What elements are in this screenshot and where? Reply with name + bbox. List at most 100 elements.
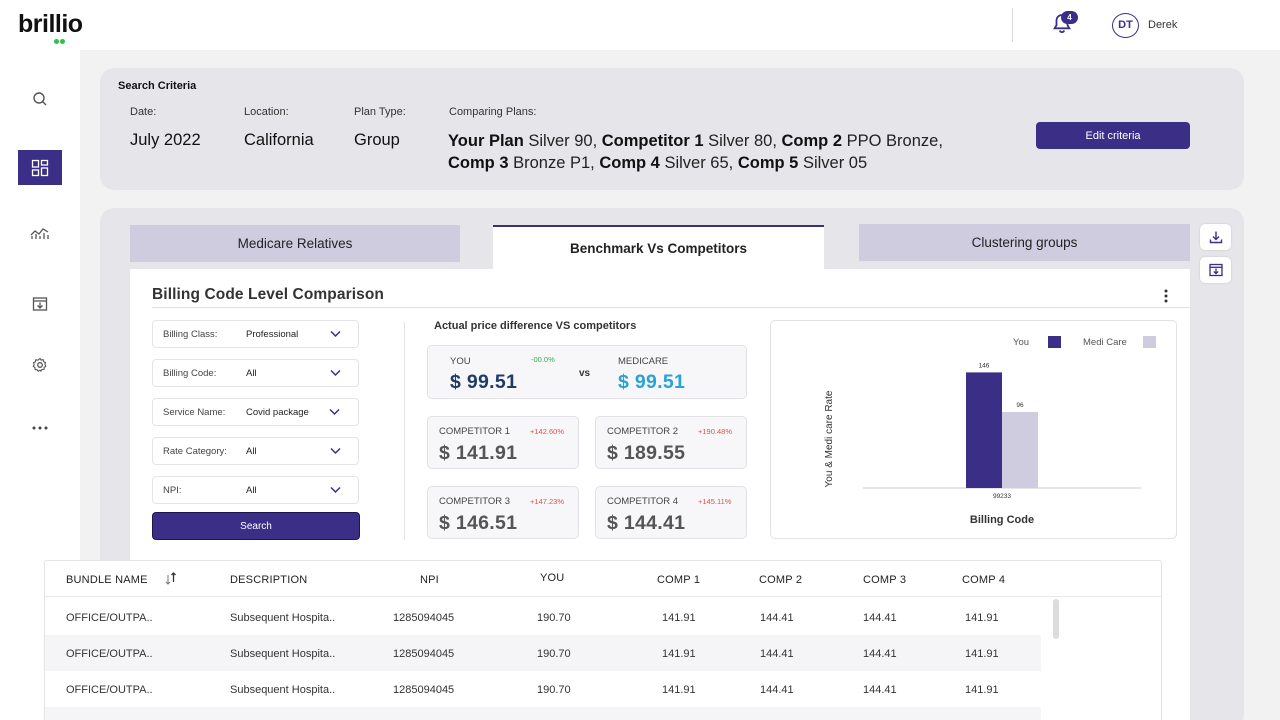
sort-icon[interactable] bbox=[165, 572, 177, 585]
you-price: $ 99.51 bbox=[450, 371, 518, 393]
medicare-price: $ 99.51 bbox=[618, 371, 686, 393]
download-button[interactable] bbox=[1200, 224, 1231, 250]
tab-medicare-relatives[interactable]: Medicare Relatives bbox=[130, 225, 460, 262]
table-row[interactable] bbox=[45, 707, 1041, 720]
vs-label: vs bbox=[579, 368, 591, 379]
cell-comp4: 141.91 bbox=[965, 612, 999, 624]
column-header[interactable]: YOU bbox=[540, 572, 565, 584]
date-label: Date: bbox=[130, 106, 157, 118]
date-value: July 2022 bbox=[130, 131, 201, 149]
service-name-select[interactable]: Service Name: Covid package bbox=[152, 398, 359, 426]
npi-select[interactable]: NPI: All bbox=[152, 476, 359, 504]
legend-swatch bbox=[1048, 336, 1061, 348]
sidebar-item-search[interactable] bbox=[18, 81, 62, 116]
cell-comp3: 144.41 bbox=[863, 684, 897, 696]
filter-value: All bbox=[246, 446, 257, 457]
billing-class-select[interactable]: Billing Class: Professional bbox=[152, 320, 359, 348]
plan-key: Comp 4 bbox=[599, 153, 660, 172]
filter-value: All bbox=[246, 368, 257, 379]
card-title: Billing Code Level Comparison bbox=[152, 286, 384, 303]
section-divider bbox=[404, 322, 405, 540]
card-divider bbox=[152, 307, 1192, 308]
filter-label: Rate Category: bbox=[163, 446, 227, 457]
chevron-down-icon bbox=[330, 330, 341, 338]
brand-logo[interactable]: brillio bbox=[18, 10, 83, 38]
cell-npi: 1285094045 bbox=[393, 684, 455, 696]
download-icon bbox=[1209, 231, 1222, 244]
plan-value: Bronze P1, bbox=[513, 153, 595, 172]
table-row[interactable]: OFFICE/OUTPA.. Subsequent Hospita.. 1285… bbox=[45, 599, 1045, 635]
bar-you bbox=[966, 372, 1002, 488]
sidebar-item-dashboard[interactable] bbox=[18, 150, 62, 185]
column-header[interactable]: COMP 1 bbox=[657, 574, 701, 586]
filter-label: Service Name: bbox=[163, 407, 226, 418]
location-value: California bbox=[244, 131, 314, 149]
sidebar-item-settings[interactable] bbox=[18, 347, 62, 382]
search-button[interactable]: Search bbox=[152, 512, 360, 540]
chevron-down-icon bbox=[329, 408, 340, 416]
table-row[interactable]: OFFICE/OUTPA.. Subsequent Hospita.. 1285… bbox=[45, 671, 1045, 707]
y-axis-label: You & Medi care Rate bbox=[824, 390, 835, 487]
column-header[interactable]: COMP 2 bbox=[759, 574, 803, 586]
cell-bundle-name: OFFICE/OUTPA.. bbox=[66, 612, 153, 624]
x-axis-label: Billing Code bbox=[970, 514, 1034, 526]
cell-npi: 1285094045 bbox=[393, 612, 455, 624]
plan-value: Silver 65, bbox=[664, 153, 734, 172]
export-button[interactable] bbox=[1200, 257, 1231, 283]
plan-value: PPO Bronze, bbox=[846, 132, 943, 150]
edit-criteria-button[interactable]: Edit criteria bbox=[1036, 122, 1190, 149]
tab-benchmark-vs-competitors[interactable]: Benchmark Vs Competitors bbox=[493, 225, 824, 269]
competitor-1-box: COMPETITOR 1 +142.60% $ 141.91 bbox=[427, 416, 579, 469]
download-box-icon bbox=[32, 296, 48, 311]
cell-comp4: 141.91 bbox=[965, 648, 999, 660]
sidebar-item-downloads[interactable] bbox=[18, 286, 62, 321]
competitor-label: COMPETITOR 3 bbox=[439, 496, 511, 507]
competitor-label: COMPETITOR 1 bbox=[439, 426, 511, 437]
legend-label: You bbox=[1013, 337, 1029, 348]
cell-you: 190.70 bbox=[537, 684, 571, 696]
username[interactable]: Derek bbox=[1148, 19, 1178, 31]
column-header[interactable]: NPI bbox=[420, 574, 439, 586]
competitor-price: $ 189.55 bbox=[607, 442, 686, 464]
sidebar-item-more[interactable] bbox=[18, 410, 62, 445]
table-header: BUNDLE NAME DESCRIPTION NPI YOU COMP 1 C… bbox=[45, 561, 1161, 597]
you-label: YOU bbox=[450, 356, 471, 367]
competitor-2-box: COMPETITOR 2 +190.48% $ 189.55 bbox=[595, 416, 747, 469]
column-header[interactable]: DESCRIPTION bbox=[230, 574, 308, 586]
sidebar-item-analytics[interactable] bbox=[18, 215, 62, 250]
cell-you: 190.70 bbox=[537, 612, 571, 624]
bundle-table: BUNDLE NAME DESCRIPTION NPI YOU COMP 1 C… bbox=[44, 560, 1162, 720]
avatar[interactable]: DT bbox=[1112, 13, 1139, 38]
logo-dots bbox=[54, 31, 68, 44]
rate-category-select[interactable]: Rate Category: All bbox=[152, 437, 359, 465]
billing-code-chart: You & Medi care Rate Billing Code 146 96 992… bbox=[770, 320, 1177, 539]
billing-code-select[interactable]: Billing Code: All bbox=[152, 359, 359, 387]
competitor-4-box: COMPETITOR 4 +145.11% $ 144.41 bbox=[595, 486, 747, 539]
competitor-3-box: COMPETITOR 3 +147.23% $ 146.51 bbox=[427, 486, 579, 539]
cell-comp4: 141.91 bbox=[965, 684, 999, 696]
column-header[interactable]: COMP 4 bbox=[962, 574, 1006, 586]
bar-medi-care bbox=[1002, 411, 1038, 488]
plan-key: Your Plan bbox=[448, 132, 524, 150]
cell-comp3: 144.41 bbox=[863, 648, 897, 660]
cell-comp1: 141.91 bbox=[662, 612, 696, 624]
you-vs-medicare-box: YOU -00.0% $ 99.51 vs MEDICARE $ 99.51 bbox=[427, 345, 747, 399]
tab-clustering-groups[interactable]: Clustering groups bbox=[859, 224, 1190, 261]
bar-value-label: 96 bbox=[1016, 402, 1024, 409]
table-scrollbar[interactable] bbox=[1053, 599, 1059, 639]
competitor-percent: +147.23% bbox=[530, 497, 564, 506]
competitor-percent: +145.11% bbox=[698, 497, 732, 506]
cell-comp1: 141.91 bbox=[662, 648, 696, 660]
kebab-menu-icon[interactable] bbox=[1161, 288, 1171, 304]
cell-comp2: 144.41 bbox=[760, 684, 794, 696]
plan-key: Comp 3 bbox=[448, 153, 509, 172]
more-icon bbox=[32, 426, 48, 429]
plan-type-value: Group bbox=[354, 131, 400, 149]
bar-value-label: 146 bbox=[979, 362, 990, 369]
column-header[interactable]: BUNDLE NAME bbox=[66, 574, 148, 586]
cell-bundle-name: OFFICE/OUTPA.. bbox=[66, 684, 153, 696]
table-row[interactable]: OFFICE/OUTPA.. Subsequent Hospita.. 1285… bbox=[45, 635, 1041, 671]
column-header[interactable]: COMP 3 bbox=[863, 574, 907, 586]
gear-icon bbox=[32, 357, 47, 372]
cell-comp3: 144.41 bbox=[863, 612, 897, 624]
